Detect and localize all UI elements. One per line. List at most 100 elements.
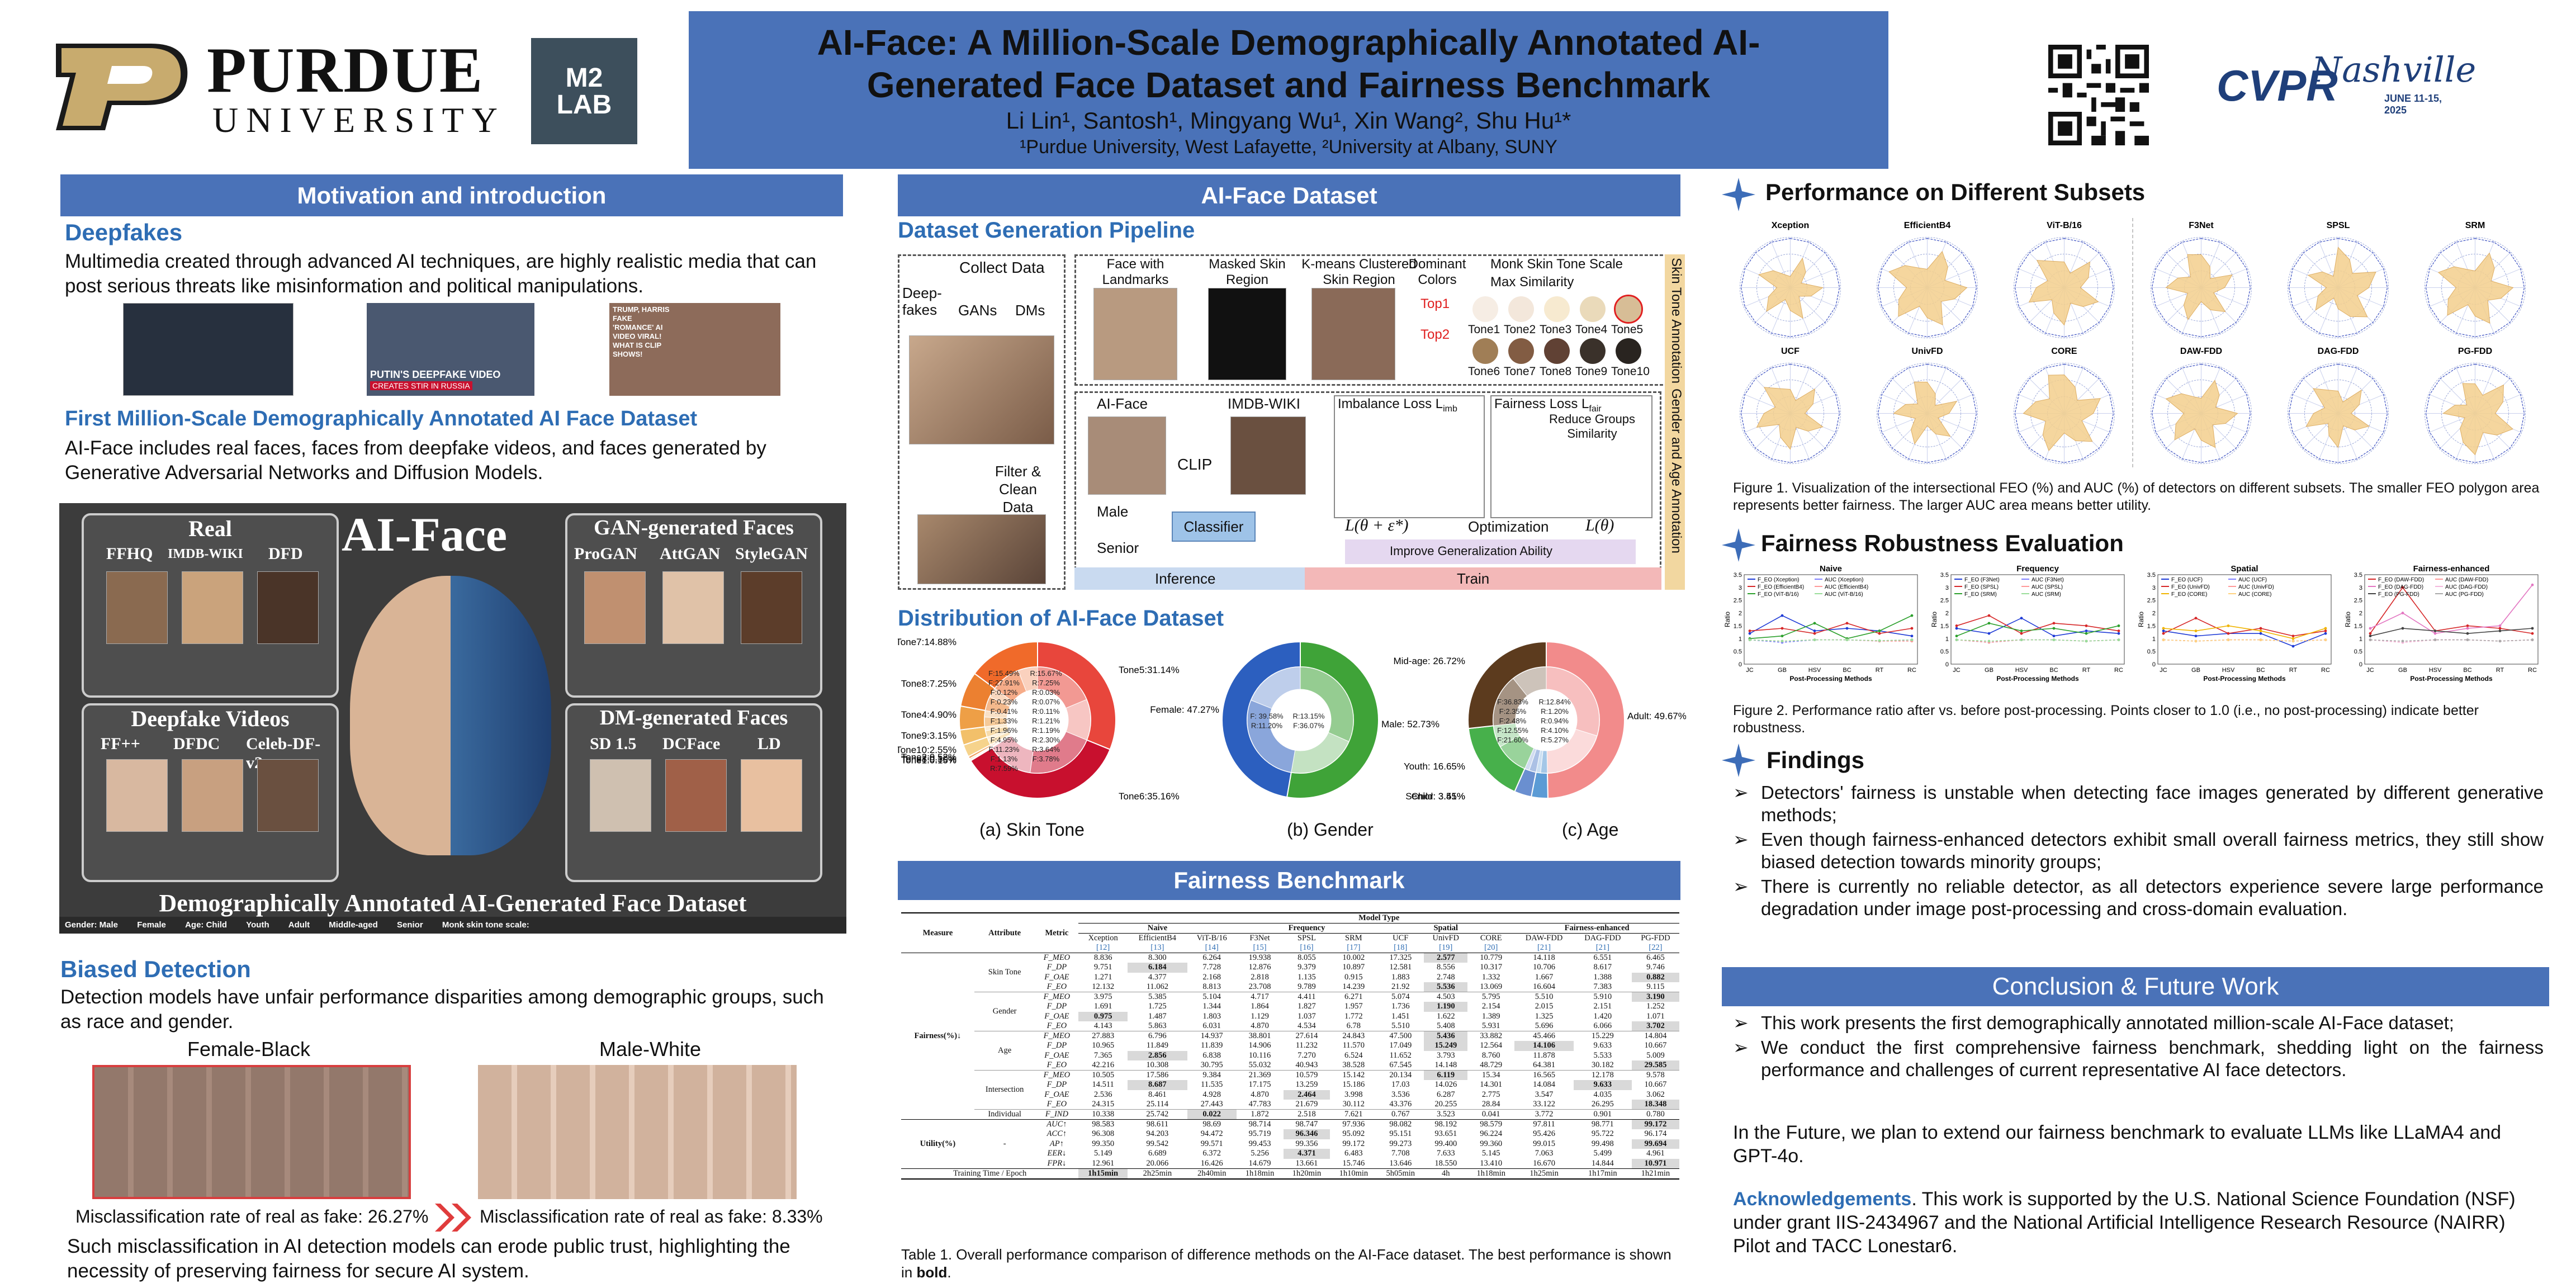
cell-metric: F_OAE [1044,1090,1069,1099]
robust-title: Fairness Robustness Evaluation [1761,530,2124,556]
line-chart-title: Naive [1820,564,1842,574]
cell-value: 16.670 [1533,1158,1555,1168]
x-tick-label: BC [1843,667,1851,674]
cell-metric: F_DP [1046,1002,1067,1011]
dm-box: DM-generated Faces SD 1.5 DCFace LD [565,703,822,882]
real-item-2: IMDB-WIKI [168,547,243,561]
perf-title: Performance on Different Subsets [1765,179,2146,205]
line-point [2117,632,2120,635]
qr-code-icon[interactable] [2048,45,2149,145]
donut-inner-label: R:0.94% [1541,717,1569,725]
y-axis-label: Ratio [1723,612,1731,627]
cell-value: 6.031 [1202,1021,1221,1030]
legend-label: F_EO (UCF) [2171,577,2203,583]
cell-value: 13.661 [1295,1158,1318,1168]
cell-value: 55.032 [1248,1060,1271,1069]
radar-chart: CORE [2014,347,2115,464]
x-tick-label: BC [2256,667,2265,674]
table-row: F_DP 1.691 1.725 1.344 1.864 1.827 1.957 1.736 1… [901,1002,1679,1012]
line-point [1813,638,1816,641]
cell-value: 10.317 [1480,963,1503,972]
x-axis-label: Post-Processing Methods [2203,675,2286,683]
legend-label: AUC (PG-FDD) [2445,591,2484,598]
cell-value: 98.69 [1202,1120,1221,1129]
donut-inner-label: R:4.10% [1541,726,1569,735]
line-point [2162,629,2165,632]
line-point [1910,634,1914,638]
cell-value: 1.451 [1391,1011,1410,1021]
table-row: F_DP 10.965 11.849 11.839 14.906 11.232 11.570… [901,1041,1679,1051]
gan-item-1: ProGAN [574,544,637,563]
x-tick-label: RC [2321,667,2330,674]
donut-inner-slice [1540,750,1548,774]
table-caption-end: . [947,1264,951,1281]
line-point [1845,622,1849,625]
line-point [2291,645,2295,648]
monk-label: Monk Skin Tone Scale [1490,257,1623,272]
robustness-line-charts: Naive 0 0.5 1 1.5 2 2.5 3 3.5 Ratio JC GB HSV BC RT RC P… [1723,564,2539,683]
donut-inner-label: R:0.11% [1033,707,1060,716]
line-point [1955,627,1958,630]
cell-value: 13.410 [1480,1158,1503,1168]
line-point [1845,638,1849,641]
y-tick-label: 3 [2359,585,2362,591]
cell-value: 15.186 [1342,1080,1365,1090]
cell-value: 14.301 [1480,1080,1503,1090]
donut-inner-label: F:27.91% [988,679,1020,687]
cell-value: 19.938 [1248,953,1271,962]
cell-value: 1.252 [1646,1002,1665,1011]
dm-face-3 [741,759,802,832]
cell-value: 1.667 [1535,972,1554,982]
donut-inner-label: F:3.78% [1033,755,1060,763]
th-model: ViT-B/16 [14] [1187,934,1237,953]
cell-metric: F_OAE [1044,1011,1069,1021]
radar-feo-polygon [2023,374,2101,451]
radar-feo-polygon [2307,247,2376,318]
tone-swatch-3 [1544,296,1570,322]
cell-value: 95.426 [1533,1129,1555,1139]
table-row: Intersection F_MEO 10.505 17.586 9.384 21.369… [901,1070,1679,1094]
cell-value: 4.870 [1251,1090,1269,1099]
cell-value: 6.796 [1148,1031,1167,1040]
cell-value: 98.082 [1389,1120,1412,1129]
cell-value: 0.882 [1631,972,1679,982]
cell-value: 3.793 [1436,1050,1455,1060]
cell-value: 7.063 [1535,1149,1554,1158]
table-row: F_EO 42.216 10.308 30.795 55.032 40.943 38.528… [901,1060,1679,1071]
donut-outer-label: Senior: 3.55% [1405,791,1465,802]
cvpr-city: Nashville [2312,49,2476,90]
line-point [1910,638,1914,641]
donut-inner-label: R:0.03% [1032,688,1060,697]
line-point [2401,612,2404,614]
fig2-caption: Figure 2. Performance ratio after vs. be… [1733,703,2479,736]
cell-value: 99.015 [1533,1139,1555,1148]
reduce-label: Reduce Groups Similarity [1549,412,1636,441]
table-row: F_EO 24.315 25.114 27.443 47.783 21.679 30.112… [901,1100,1679,1110]
tone-label-9: Tone9 [1575,365,1608,378]
y-tick-label: 0 [1945,661,1949,668]
model-name: DAG-FDD [1584,934,1621,943]
clip-label: CLIP [1177,456,1213,473]
th-metric: Metric [1045,928,1069,937]
donut-inner-slice [1546,666,1600,736]
line-chart-title: Fairness-enhanced [2413,564,2490,574]
cell-value: 1.957 [1344,1002,1363,1011]
table-row-time: Training Time / Epoch 1h15min 2h25min 2h40m… [901,1168,1679,1179]
cell-value: 21.679 [1295,1100,1318,1109]
tone-swatch-4 [1580,296,1606,322]
line-point [2466,624,2469,627]
lab-logo-line2: LAB [556,90,612,120]
cell-value: 99.571 [1200,1139,1223,1148]
line-point [2194,640,2198,643]
cell-value: 14.118 [1533,953,1555,962]
cell-value: 16.604 [1533,982,1555,991]
donut-inner-label: R:0.07% [1032,698,1060,706]
caption-skin: (a) Skin Tone [979,820,1085,840]
cell-time: 5h05min [1386,1168,1415,1178]
dm-title: DM-generated Faces [599,706,788,730]
cell-value: 1.037 [1298,1011,1316,1021]
cell-metric: F_MEO [1043,953,1071,962]
line-series [2370,628,2533,637]
banner-footer: Demographically Annotated AI-Generated F… [159,889,747,917]
cell-value: 95.092 [1342,1129,1365,1139]
